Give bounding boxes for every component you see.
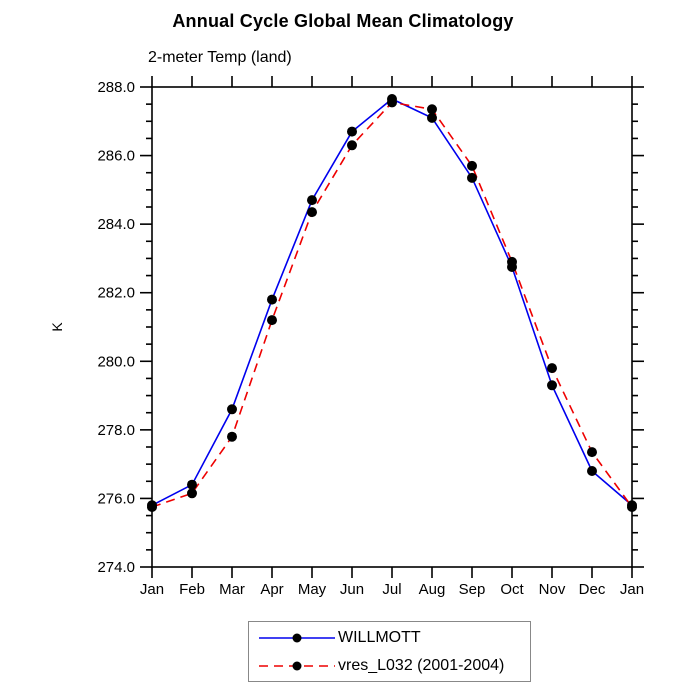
y-tick-label: 286.0 <box>97 148 135 165</box>
x-tick-label: May <box>298 581 327 598</box>
y-tick-label: 280.0 <box>97 353 135 370</box>
x-tick-label: Feb <box>179 581 205 598</box>
x-tick-label: Jan <box>140 581 164 598</box>
legend-label-vres: vres_L032 (2001-2004) <box>338 656 505 674</box>
data-point-vres <box>307 207 317 218</box>
y-axis-label: K <box>49 322 65 332</box>
legend-row-willmott: WILLMOTT <box>256 625 530 651</box>
data-point-vres <box>507 256 517 267</box>
data-point-vres <box>147 502 157 512</box>
legend-label-willmott: WILLMOTT <box>338 628 421 646</box>
data-point-willmott <box>587 466 597 476</box>
y-tick-label: 282.0 <box>97 285 135 302</box>
data-point-willmott <box>307 195 317 206</box>
data-point-vres <box>467 160 477 171</box>
y-tick-label: 276.0 <box>97 490 135 507</box>
data-point-vres <box>627 502 637 512</box>
data-point-vres <box>427 104 437 115</box>
x-tick-label: Mar <box>219 581 245 598</box>
data-point-vres <box>387 97 397 108</box>
legend-sample-line-vres <box>259 661 335 670</box>
plot-frame <box>151 86 633 568</box>
legend-box: WILLMOTT vres_L032 (2001-2004) <box>248 621 531 682</box>
data-point-willmott <box>347 126 357 137</box>
x-tick-label: Apr <box>260 581 283 598</box>
x-tick-label: Jul <box>382 581 401 598</box>
data-point-vres <box>347 140 357 151</box>
y-tick-label: 274.0 <box>97 559 135 576</box>
series-line-willmott <box>151 98 633 506</box>
data-point-willmott <box>427 112 437 123</box>
legend-marker-dot <box>292 661 302 670</box>
data-point-willmott <box>187 479 197 490</box>
x-tick-label: Aug <box>419 581 446 598</box>
x-tick-label: Jun <box>340 581 364 598</box>
x-tick-label: Jan <box>620 581 644 598</box>
data-point-vres <box>227 431 237 442</box>
chart-title: Annual Cycle Global Mean Climatology <box>172 11 514 31</box>
data-point-vres <box>187 488 197 499</box>
data-point-vres <box>587 447 597 458</box>
x-tick-label: Oct <box>500 581 524 598</box>
data-point-willmott <box>267 294 277 305</box>
x-tick-label: Sep <box>459 581 486 598</box>
data-point-vres <box>267 315 277 326</box>
series-line-vres <box>151 101 633 508</box>
chart-subtitle: 2-meter Temp (land) <box>148 49 292 66</box>
y-tick-label: 284.0 <box>97 216 135 233</box>
data-point-willmott <box>547 380 557 391</box>
y-tick-label: 278.0 <box>97 422 135 439</box>
legend-row-vres: vres_L032 (2001-2004) <box>256 653 530 679</box>
legend-sample-line-willmott <box>259 633 335 642</box>
y-tick-label: 288.0 <box>97 79 135 96</box>
x-tick-label: Dec <box>579 581 606 598</box>
x-tick-label: Nov <box>539 581 566 598</box>
data-point-willmott <box>467 172 477 183</box>
data-point-willmott <box>227 404 237 415</box>
legend-marker-dot <box>292 633 302 642</box>
data-point-vres <box>547 363 557 374</box>
